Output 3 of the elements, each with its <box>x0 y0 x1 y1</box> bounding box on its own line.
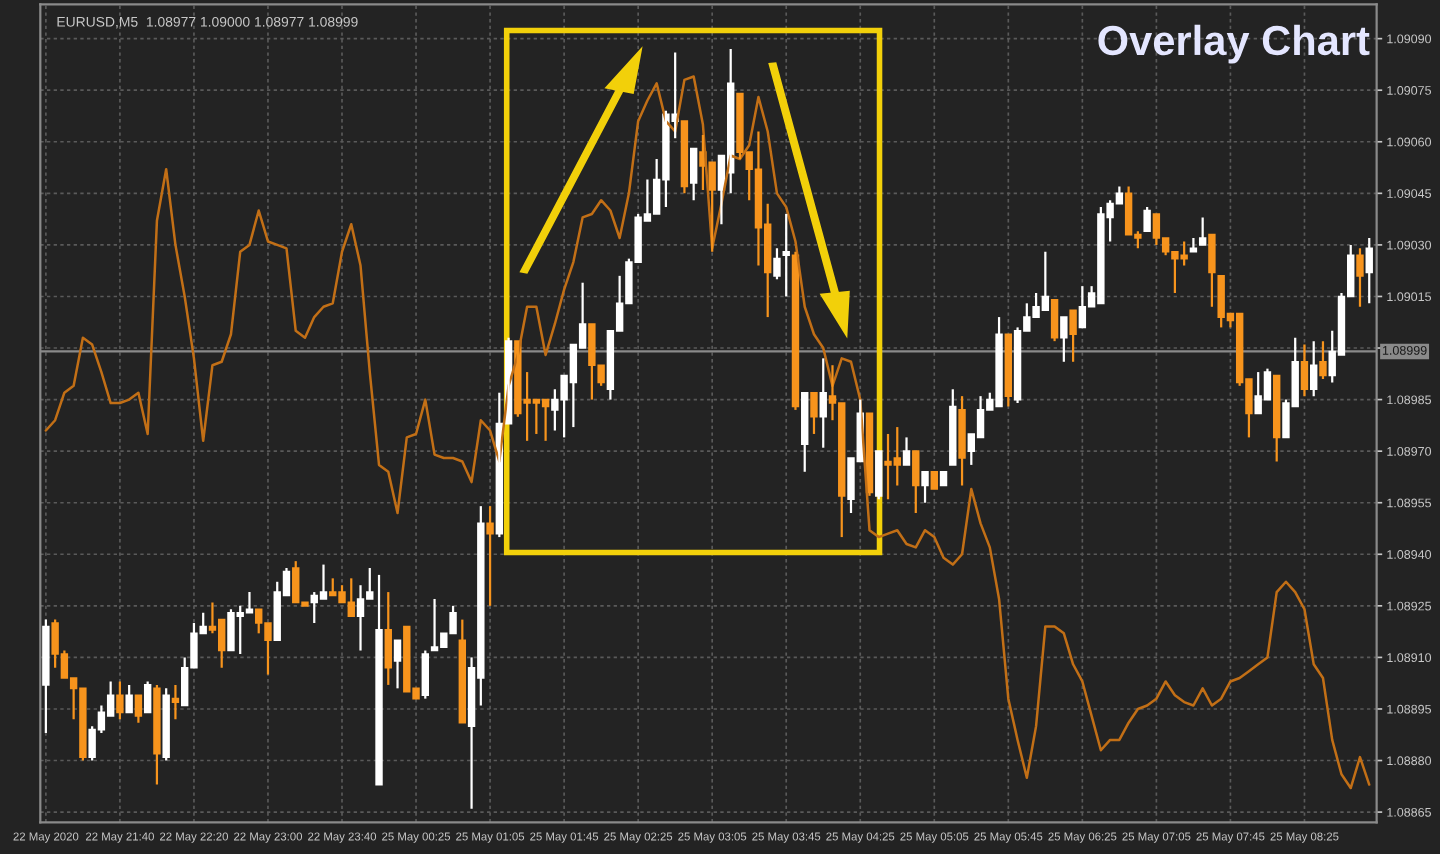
line-series <box>44 75 1371 790</box>
chart-title: Overlay Chart <box>1098 24 1370 64</box>
candlestick <box>939 470 948 487</box>
